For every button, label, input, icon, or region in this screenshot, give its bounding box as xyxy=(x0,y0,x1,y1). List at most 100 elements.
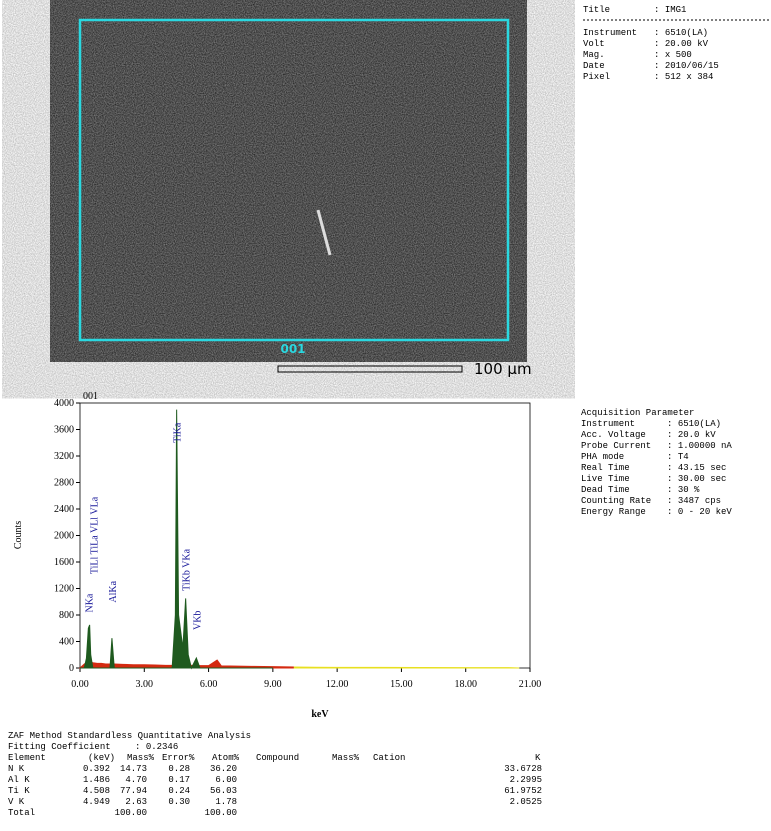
x-tick-label: 9.00 xyxy=(264,679,282,690)
table-cell: 0.28 xyxy=(168,764,190,775)
table-cell: Ti K xyxy=(8,786,30,797)
table-cell: 0.392 xyxy=(83,764,110,775)
acq-value: 43.15 sec xyxy=(667,463,726,474)
column-header: Cation xyxy=(373,753,405,764)
table-cell: 2.63 xyxy=(125,797,147,808)
info-key: Date xyxy=(583,61,605,72)
x-tick-label: 6.00 xyxy=(200,679,218,690)
column-header: Compound xyxy=(256,753,299,764)
table-cell: 61.9752 xyxy=(504,786,542,797)
x-tick-label: 0.00 xyxy=(71,679,89,690)
region-label: 001 xyxy=(280,342,305,356)
table-cell: 0.30 xyxy=(168,797,190,808)
table-cell: N K xyxy=(8,764,24,775)
page: 001 100 µm 04008001200160020002400280032… xyxy=(0,0,771,831)
chart-subtitle: 001 xyxy=(83,391,98,402)
acq-value: 0 - 20 keV xyxy=(667,507,732,518)
column-header: Error% xyxy=(162,753,194,764)
analysis-title: ZAF Method Standardless Quantitative Ana… xyxy=(8,731,251,742)
column-header: K xyxy=(535,753,540,764)
plot-frame xyxy=(80,403,530,668)
column-header: Element xyxy=(8,753,46,764)
fitting-label: Fitting Coefficient xyxy=(8,742,111,753)
y-tick-label: 3600 xyxy=(54,425,74,436)
peak-label: TiKb VKa xyxy=(182,548,193,591)
info-key: Pixel xyxy=(583,72,610,83)
acq-value: 20.0 kV xyxy=(667,430,716,441)
peak-label: TiLl TiLa VLl VLa xyxy=(89,496,100,574)
acq-value: 6510(LA) xyxy=(667,419,721,430)
y-tick-label: 2800 xyxy=(54,478,74,489)
y-tick-label: 3200 xyxy=(54,451,74,462)
sem-image: 001 xyxy=(50,0,527,362)
table-cell: 0.17 xyxy=(168,775,190,786)
column-header: Atom% xyxy=(212,753,239,764)
x-tick-label: 15.00 xyxy=(390,679,413,690)
table-cell: 4.70 xyxy=(125,775,147,786)
column-header: (keV) xyxy=(88,753,115,764)
x-tick-label: 12.00 xyxy=(326,679,349,690)
info-key: Instrument xyxy=(583,28,637,39)
column-header: Mass% xyxy=(332,753,359,764)
acq-key: Live Time xyxy=(581,474,630,485)
total-cell: 100.00 xyxy=(115,808,147,819)
peak-label: VKb xyxy=(192,611,203,630)
peak-label: TiKa xyxy=(173,422,184,443)
total-cell: Total xyxy=(8,808,35,819)
table-cell: 0.24 xyxy=(168,786,190,797)
acq-key: PHA mode xyxy=(581,452,624,463)
table-cell: Al K xyxy=(8,775,30,786)
info-value: 512 x 384 xyxy=(654,72,713,83)
y-tick-label: 1600 xyxy=(54,557,74,568)
table-cell: 4.949 xyxy=(83,797,110,808)
acq-title: Acquisition Parameter xyxy=(581,408,694,419)
y-tick-label: 4000 xyxy=(54,398,74,409)
table-cell: V K xyxy=(8,797,24,808)
info-value: 2010/06/15 xyxy=(654,61,719,72)
table-cell: 6.00 xyxy=(215,775,237,786)
info-key: Volt xyxy=(583,39,605,50)
scale-bar xyxy=(278,366,462,372)
scale-label: 100 µm xyxy=(474,360,532,378)
column-header: Mass% xyxy=(127,753,154,764)
table-cell: 2.2995 xyxy=(510,775,542,786)
fitting-value: 0.2346 xyxy=(135,742,178,753)
table-cell: 33.6728 xyxy=(504,764,542,775)
acq-value: 1.00000 nA xyxy=(667,441,732,452)
y-tick-label: 2400 xyxy=(54,504,74,515)
total-cell: 100.00 xyxy=(205,808,237,819)
info-value: IMG1 xyxy=(654,5,686,16)
x-axis-label: keV xyxy=(311,709,329,720)
info-value: 20.00 kV xyxy=(654,39,708,50)
acq-key: Dead Time xyxy=(581,485,630,496)
peak-label: NKa xyxy=(84,593,95,612)
table-cell: 77.94 xyxy=(120,786,147,797)
table-cell: 14.73 xyxy=(120,764,147,775)
info-key: Mag. xyxy=(583,50,605,61)
x-tick-label: 21.00 xyxy=(519,679,542,690)
y-tick-label: 2000 xyxy=(54,531,74,542)
y-tick-label: 800 xyxy=(59,610,74,621)
acq-key: Energy Range xyxy=(581,507,646,518)
y-axis-label: Counts xyxy=(13,521,24,549)
peak-label: AlKa xyxy=(108,580,119,602)
info-key: Title xyxy=(583,5,610,16)
acq-value: 3487 cps xyxy=(667,496,721,507)
table-cell: 56.03 xyxy=(210,786,237,797)
y-tick-label: 1200 xyxy=(54,584,74,595)
info-value: 6510(LA) xyxy=(654,28,708,39)
table-cell: 1.486 xyxy=(83,775,110,786)
x-tick-label: 3.00 xyxy=(136,679,154,690)
x-tick-label: 18.00 xyxy=(454,679,477,690)
y-tick-label: 400 xyxy=(59,637,74,648)
acq-value: 30 % xyxy=(667,485,699,496)
acq-key: Acc. Voltage xyxy=(581,430,646,441)
spectrum-area xyxy=(294,667,519,668)
table-cell: 4.508 xyxy=(83,786,110,797)
table-cell: 36.20 xyxy=(210,764,237,775)
acq-key: Real Time xyxy=(581,463,630,474)
acq-key: Probe Current xyxy=(581,441,651,452)
spectrum-chart: 0400800120016002000240028003200360040000… xyxy=(13,391,541,720)
acq-value: T4 xyxy=(667,452,689,463)
info-value: x 500 xyxy=(654,50,692,61)
